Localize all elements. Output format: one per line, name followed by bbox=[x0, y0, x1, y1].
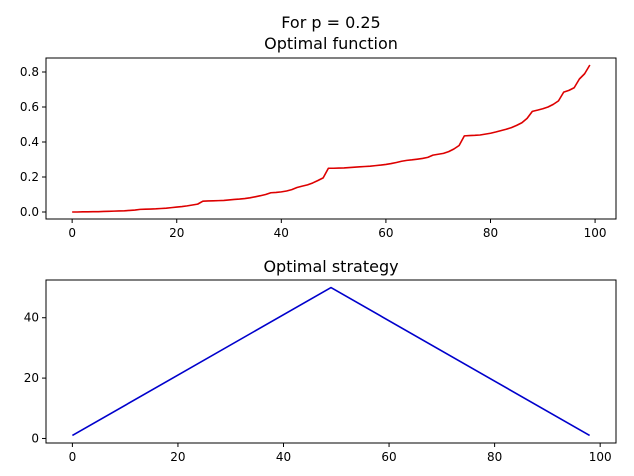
optimal-strategy-ytick-label: 20 bbox=[24, 371, 39, 385]
optimal-function-ytick-label: 0.2 bbox=[20, 170, 39, 184]
optimal-strategy-panel: Optimal strategy 0 20 40 60 80 100 0 20 40 bbox=[24, 257, 617, 464]
optimal-function-ytick-label: 0.4 bbox=[20, 135, 39, 149]
optimal-strategy-xtick-label: 80 bbox=[487, 450, 502, 464]
optimal-strategy-xtick-label: 40 bbox=[276, 450, 291, 464]
optimal-strategy-title: Optimal strategy bbox=[263, 257, 398, 276]
optimal-function-axes bbox=[45, 57, 617, 220]
optimal-function-series-line bbox=[72, 64, 591, 213]
optimal-function-ytick-label: 0.0 bbox=[20, 205, 39, 219]
optimal-function-xtick-label: 100 bbox=[584, 226, 607, 240]
optimal-strategy-ytick-label: 40 bbox=[24, 311, 39, 325]
optimal-function-panel: Optimal function 0 20 40 60 80 100 0.0 0.2 0.4 0.… bbox=[20, 34, 617, 240]
optimal-strategy-xtick-label: 100 bbox=[589, 450, 612, 464]
optimal-function-xtick-label: 60 bbox=[378, 226, 393, 240]
optimal-strategy-xtick-label: 60 bbox=[381, 450, 396, 464]
optimal-function-title: Optimal function bbox=[264, 34, 398, 53]
optimal-strategy-ytick-label: 0 bbox=[31, 431, 39, 445]
optimal-strategy-series-line bbox=[71, 286, 591, 437]
optimal-strategy-xtick-label: 20 bbox=[170, 450, 185, 464]
optimal-strategy-axes bbox=[45, 279, 617, 444]
optimal-function-xtick-label: 80 bbox=[483, 226, 498, 240]
figure-suptitle: For p = 0.25 bbox=[281, 13, 380, 32]
optimal-function-xtick-label: 20 bbox=[169, 226, 184, 240]
optimal-function-xtick-label: 0 bbox=[68, 226, 76, 240]
optimal-function-ytick-label: 0.6 bbox=[20, 100, 39, 114]
optimal-function-xtick-label: 40 bbox=[274, 226, 289, 240]
optimal-function-ytick-label: 0.8 bbox=[20, 65, 39, 79]
optimal-strategy-xtick-label: 0 bbox=[69, 450, 77, 464]
